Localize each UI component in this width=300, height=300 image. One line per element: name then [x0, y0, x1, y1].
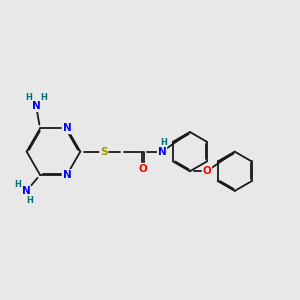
Text: H: H: [26, 196, 33, 205]
Text: H: H: [160, 138, 167, 147]
Text: O: O: [139, 164, 148, 174]
Text: N: N: [62, 170, 71, 180]
Text: N: N: [158, 147, 167, 157]
Text: H: H: [26, 94, 32, 103]
Text: N: N: [32, 101, 40, 111]
Text: O: O: [202, 166, 211, 176]
Text: S: S: [100, 147, 108, 157]
Text: N: N: [22, 186, 31, 196]
Text: H: H: [15, 179, 22, 188]
Text: H: H: [40, 94, 47, 103]
Text: N: N: [62, 123, 71, 134]
